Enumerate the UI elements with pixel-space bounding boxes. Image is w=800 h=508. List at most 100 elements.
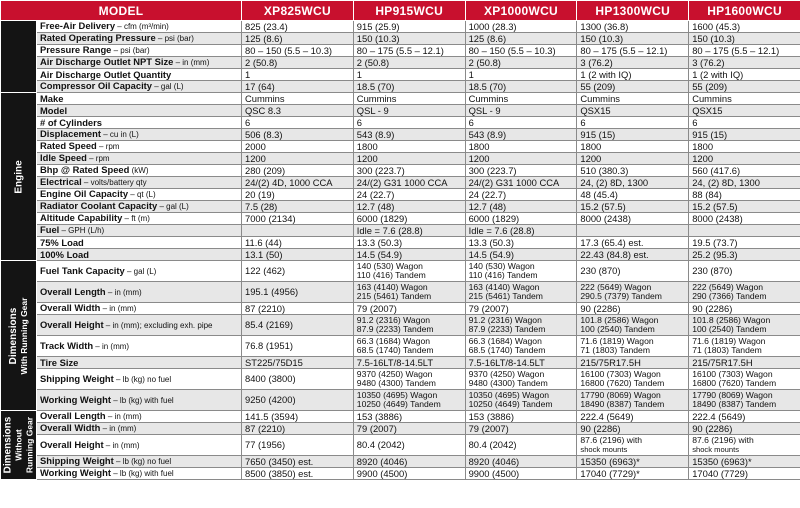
spec-label-name: Electrical — [40, 176, 82, 187]
spec-value: 6 — [352, 116, 466, 129]
spec-value: 16100 (7303) Wagon 16800 (7620) Tandem — [688, 368, 800, 390]
spec-value: 24/(2) 4D, 1000 CCA — [241, 176, 354, 189]
spec-value: Cummins — [352, 92, 466, 105]
spec-row: Rated Operating Pressure – psi (bar) 125 … — [1, 32, 800, 45]
spec-value: 222 (5649) Wagon 290.5 (7379) Tandem — [576, 281, 690, 303]
spec-value: 2 (50.8) — [241, 56, 354, 69]
spec-label: Working Weight – lb (kg) with fuel — [36, 467, 242, 480]
spec-value: 91.2 (2316) Wagon 87.9 (2233) Tandem — [464, 314, 578, 336]
model-column-header: XP1000WCU — [464, 0, 578, 21]
spec-row: Air Discharge Outlet Quantity 1 1 1 1 (2 wit… — [1, 68, 800, 81]
spec-row: Tire Size ST225/75D15 7.5-16LT/8-14.5LT 7.5… — [1, 356, 800, 369]
spec-label-unit: – psi (bar) — [155, 34, 194, 43]
spec-value: 6000 (1829) — [352, 212, 466, 225]
spec-value: Cummins — [688, 92, 800, 105]
spec-label: Pressure Range – psi (bar) — [36, 44, 242, 57]
section-label-text: Running Gear — [24, 416, 34, 474]
spec-label: Idle Speed – rpm — [36, 152, 242, 165]
spec-value: 91.2 (2316) Wagon 87.9 (2233) Tandem — [352, 314, 466, 336]
spec-label-unit: – gal (L) — [157, 202, 189, 211]
spec-label-name: Bhp @ Rated Speed — [40, 164, 130, 175]
spec-value: 1600 (45.3) — [688, 20, 800, 33]
spec-value: 6000 (1829) — [464, 212, 578, 225]
spec-value: 80 – 150 (5.5 – 10.3) — [464, 44, 578, 57]
spec-value: 24 (22.7) — [352, 188, 466, 201]
spec-value: 80 – 150 (5.5 – 10.3) — [241, 44, 354, 57]
spec-value: 22.43 (84.8) est. — [576, 248, 690, 261]
spec-value: 1200 — [241, 152, 354, 165]
spec-label: Rated Speed – rpm — [36, 140, 242, 153]
spec-value: 48 (45.4) — [576, 188, 690, 201]
spec-label-name: 75% Load — [40, 236, 84, 248]
spec-value: 230 (870) — [688, 260, 800, 282]
spec-value: 7.5-16LT/8-14.5LT — [352, 356, 466, 369]
spec-label-unit: – gal (L) — [152, 82, 184, 91]
model-column-header: HP1600WCU — [688, 0, 800, 21]
spec-row: 75% Load 11.6 (44) 13.3 (50.3) 13.3 (50.3) 1… — [1, 236, 800, 249]
spec-value: 222.4 (5649) — [576, 410, 690, 423]
spec-value: 9900 (4500) — [464, 467, 578, 480]
spec-value: QSX15 — [576, 104, 690, 117]
spec-value: 1 — [464, 68, 578, 81]
spec-label: Engine Oil Capacity – qt (L) — [36, 188, 242, 201]
spec-value: 10350 (4695) Wagon 10250 (4649) Tandem — [464, 389, 578, 411]
spec-value: 543 (8.9) — [352, 128, 466, 141]
model-header: MODEL — [0, 0, 242, 21]
spec-value: 88 (84) — [688, 188, 800, 201]
spec-label: Free-Air Delivery – cfm (m³/min) — [36, 20, 242, 33]
spec-label-unit: – lb (kg) with fuel — [111, 469, 174, 478]
spec-row: Working Weight – lb (kg) with fuel 8500 (… — [1, 467, 800, 480]
spec-value: 9900 (4500) — [352, 467, 466, 480]
spec-label-unit: – in (mm) — [103, 440, 140, 450]
spec-value: 13.3 (50.3) — [464, 236, 578, 249]
spec-value: 122 (462) — [241, 260, 354, 282]
spec-row: Shipping Weight – lb (kg) no fuel 7650 (3… — [1, 455, 800, 468]
spec-label-name: Idle Speed — [40, 152, 87, 163]
spec-label-name: Overall Length — [40, 285, 106, 297]
spec-value: 1800 — [576, 140, 690, 153]
spec-value: 140 (530) Wagon 110 (416) Tandem — [352, 260, 466, 282]
spec-value: 1 (2 with IQ) — [688, 68, 800, 81]
spec-value: 8000 (2438) — [576, 212, 690, 225]
spec-label-name: Make — [40, 92, 64, 104]
spec-value: 3 (76.2) — [688, 56, 800, 69]
spec-value: 87 (2210) — [241, 422, 354, 435]
section-label-text: Dimensions — [2, 416, 13, 474]
spec-value: 20 (19) — [241, 188, 354, 201]
spec-row: Track Width – in (mm) 76.8 (1951) 66.3 (16… — [1, 335, 800, 357]
spec-label-name: Rated Speed — [40, 140, 97, 151]
spec-label-unit: – in (mm) — [105, 412, 142, 421]
spec-label-unit: – GPH (L/h) — [59, 226, 105, 235]
spec-row: Overall Width – in (mm) 87 (2210) 79 (2007… — [1, 302, 800, 315]
spec-value: 90 (2286) — [576, 422, 690, 435]
spec-value: 66.3 (1684) Wagon 68.5 (1740) Tandem — [352, 335, 466, 357]
spec-label-unit: – in (mm) — [100, 424, 137, 433]
spec-value: 153 (3886) — [352, 410, 466, 423]
spec-row: Free-Air Delivery – cfm (m³/min) 825 (23.… — [0, 20, 800, 93]
spec-row: Dimensions With Running Gear Fuel Tank Cap… — [0, 260, 800, 411]
spec-value: 17040 (7729)* — [576, 467, 690, 480]
spec-value: 24, (2) 8D, 1300 — [576, 176, 690, 189]
spec-value: 87.6 (2196) with shock mounts — [576, 434, 690, 456]
spec-value: 8000 (2438) — [688, 212, 800, 225]
spec-row: Pressure Range – psi (bar) 80 – 150 (5.5 … — [1, 44, 800, 57]
spec-value: Cummins — [241, 92, 354, 105]
spec-row: Engine Oil Capacity – qt (L) 20 (19) 24 (2… — [1, 188, 800, 201]
spec-label: Overall Height – in (mm); excluding exh.… — [36, 314, 242, 336]
spec-row: Engine Make Cummins Cummins Cummins Cummins Cu… — [0, 92, 800, 261]
spec-value: 1800 — [688, 140, 800, 153]
spec-label-unit: – rpm — [96, 142, 120, 151]
spec-label-name: Overall Width — [40, 302, 101, 313]
spec-row: Dimensions Without Running Gear Overall Len… — [0, 410, 800, 480]
spec-value: 915 (25.9) — [352, 20, 466, 33]
spec-value: 915 (15) — [576, 128, 690, 141]
spec-label: Model — [36, 104, 242, 117]
section-band — [0, 20, 37, 93]
spec-label-name: Compressor Oil Capacity — [40, 80, 153, 91]
spec-value: 101.8 (2586) Wagon 100 (2540) Tandem — [576, 314, 690, 336]
spec-label: 75% Load — [36, 236, 242, 249]
spec-row: Fuel – GPH (L/h) Idle = 7.6 (28.8) Idle = … — [1, 224, 800, 237]
spec-value: 85.4 (2169) — [241, 314, 354, 336]
spec-value: 24 (22.7) — [464, 188, 578, 201]
spec-value: 222.4 (5649) — [688, 410, 800, 423]
